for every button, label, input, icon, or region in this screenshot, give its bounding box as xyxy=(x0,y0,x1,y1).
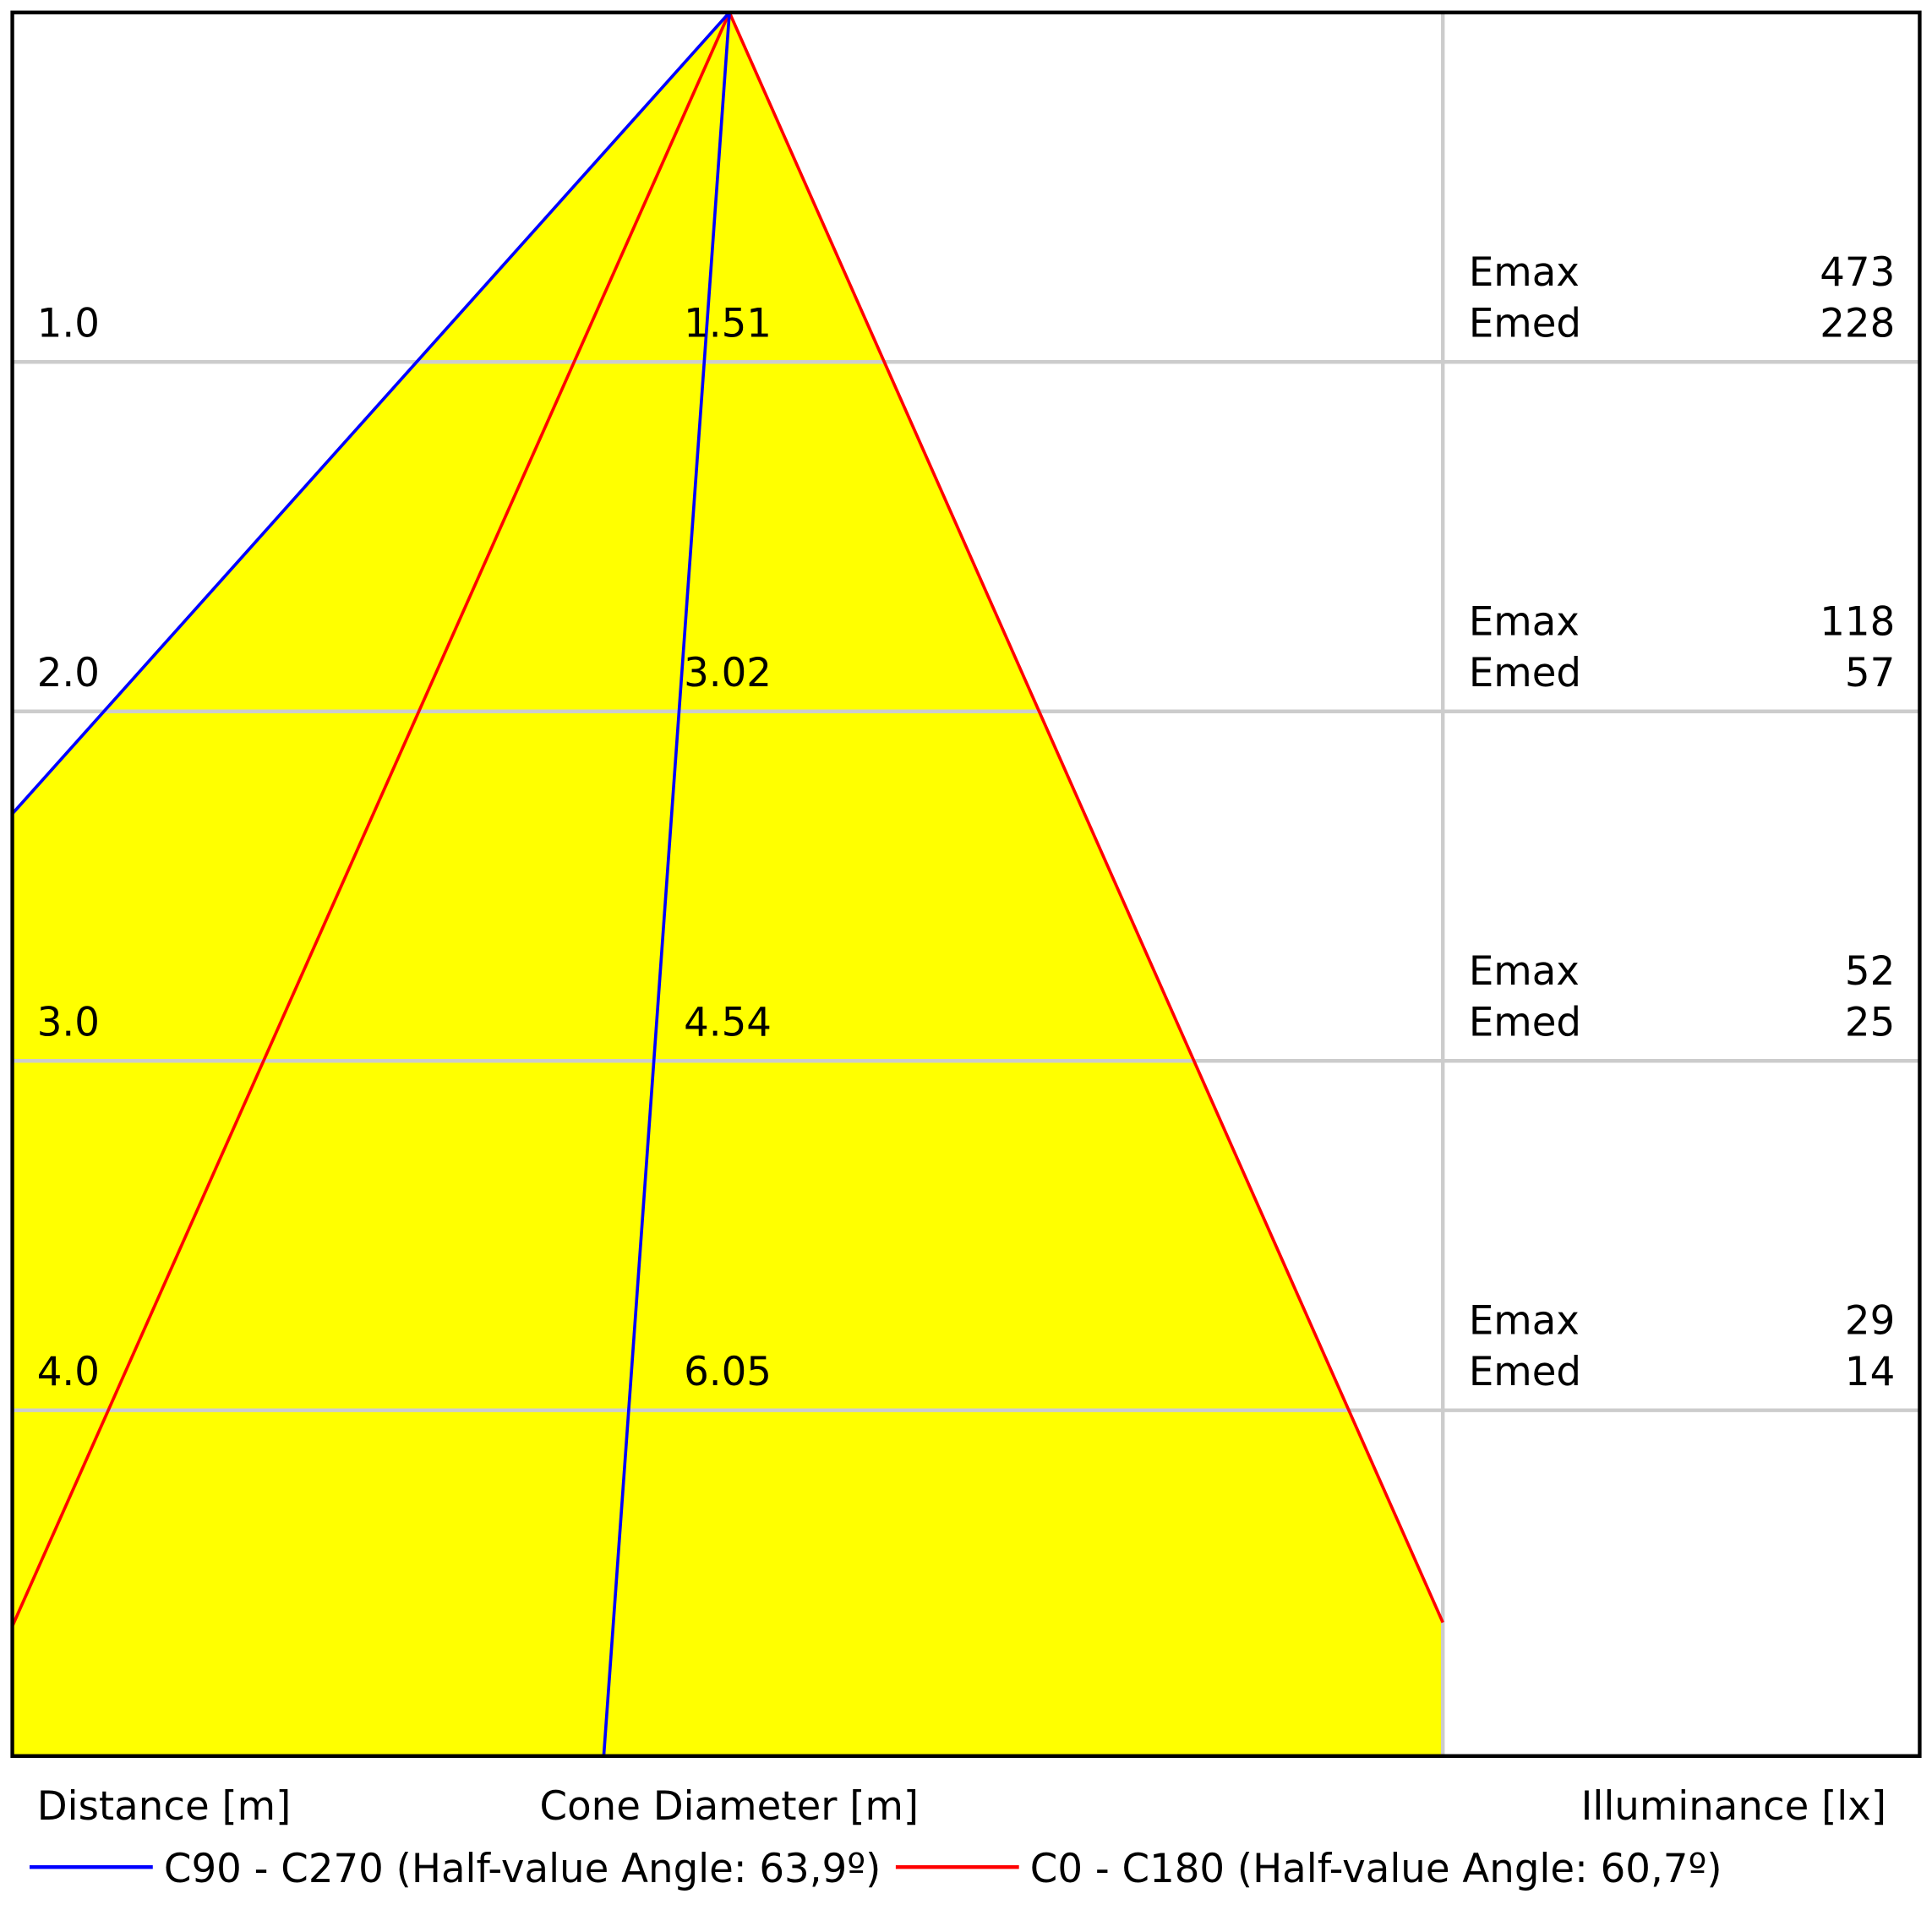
distance-label: 3.0 xyxy=(37,999,100,1045)
distance-label: 1.0 xyxy=(37,300,100,347)
emed-value: 14 xyxy=(1845,1349,1895,1395)
c90-c270-line-right xyxy=(602,12,731,1756)
emax-label: Emax xyxy=(1469,1297,1580,1344)
emax-value: 52 xyxy=(1845,948,1895,995)
c0-c180-line-left xyxy=(10,12,731,1627)
emed-value: 57 xyxy=(1845,650,1895,696)
emed-value: 228 xyxy=(1820,300,1895,347)
diameter-label: 1.51 xyxy=(684,300,772,347)
distance-label: 4.0 xyxy=(37,1349,100,1395)
emax-label: Emax xyxy=(1469,249,1580,296)
legend-label-c90: C90 - C270 (Half-value Angle: 63,9º) xyxy=(164,1846,881,1892)
emax-label: Emax xyxy=(1469,948,1580,995)
illuminance-axis-label: Illuminance [lx] xyxy=(1581,1783,1886,1830)
emax-value: 29 xyxy=(1845,1297,1895,1344)
diameter-label: 6.05 xyxy=(684,1349,772,1395)
chart-frame xyxy=(10,10,1922,1758)
emax-value: 118 xyxy=(1820,598,1895,645)
c0-c180-line-right xyxy=(728,12,1444,1624)
emed-label: Emed xyxy=(1469,650,1581,696)
emed-label: Emed xyxy=(1469,1349,1581,1395)
c90-c270-line-left xyxy=(11,11,731,816)
emax-value: 473 xyxy=(1820,249,1895,296)
emed-label: Emed xyxy=(1469,999,1581,1045)
emed-label: Emed xyxy=(1469,300,1581,347)
diameter-label: 3.02 xyxy=(684,650,772,696)
legend: C90 - C270 (Half-value Angle: 63,9º) C0 … xyxy=(29,1846,1722,1892)
diameter-label: 4.54 xyxy=(684,999,772,1045)
diameter-axis-label: Cone Diameter [m] xyxy=(540,1783,920,1830)
emax-label: Emax xyxy=(1469,598,1580,645)
distance-axis-label: Distance [m] xyxy=(37,1783,292,1830)
distance-label: 2.0 xyxy=(37,650,100,696)
emed-value: 25 xyxy=(1845,999,1895,1045)
legend-label-c0: C0 - C180 (Half-value Angle: 60,7º) xyxy=(1030,1846,1722,1892)
cone-fill xyxy=(12,12,1444,1756)
